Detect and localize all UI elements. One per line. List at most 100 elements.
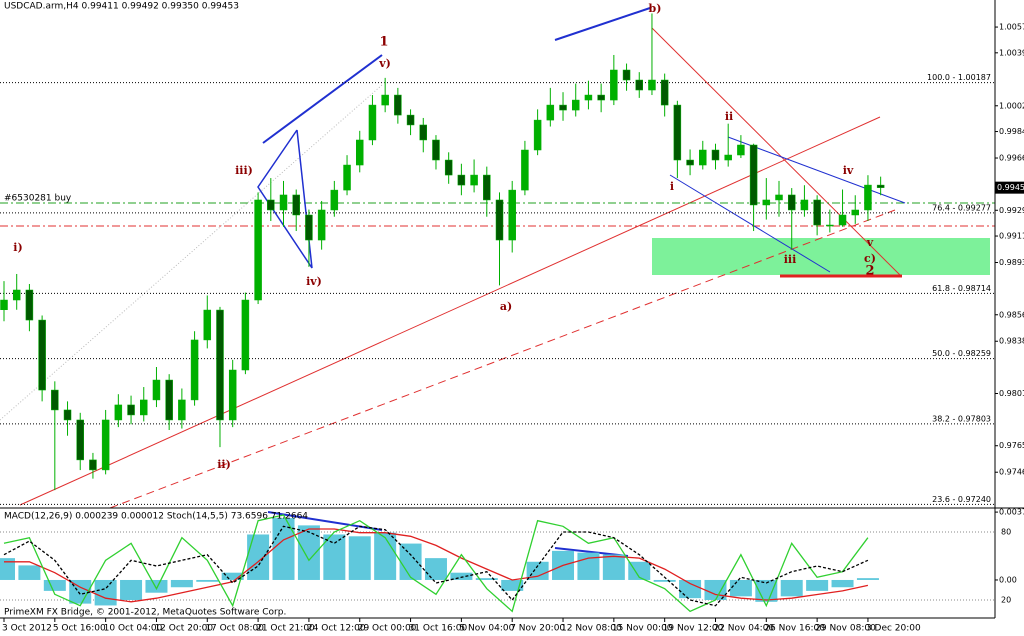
candle-body (546, 104, 555, 121)
y-tick-label: 80 (1001, 528, 1011, 537)
candle-body (127, 404, 135, 416)
x-tick-label: 29 Nov 08:00 (815, 624, 876, 634)
candle-body (597, 94, 605, 101)
candle-body (838, 214, 847, 226)
fib-label: 76.4 - 0.99277 (932, 203, 991, 212)
candle-body (241, 299, 250, 371)
histogram-bar (170, 579, 193, 588)
candle-body (851, 209, 859, 216)
candle-body (571, 99, 580, 111)
candle-body (12, 289, 21, 301)
candle-body (101, 419, 110, 471)
y-tick-label: 1.00395 (999, 48, 1024, 57)
candle-body (228, 369, 237, 421)
channel-line (727, 136, 906, 204)
x-tick-label: 10 Oct 04:00 (104, 624, 163, 634)
wave-label: iii (784, 253, 797, 266)
x-tick-label: 21 Oct 21:00 (256, 624, 315, 634)
y-tick-label: 0.98565 (999, 310, 1024, 319)
x-tick-label: 17 Oct 08:00 (205, 624, 264, 634)
candle-body (38, 319, 46, 391)
histogram-bar (323, 534, 346, 580)
candle-body (394, 94, 402, 116)
y-tick-label: 0.97465 (999, 468, 1024, 477)
histogram-bar (526, 561, 549, 580)
wave-label: ii) (217, 458, 231, 471)
candle-body (203, 309, 212, 341)
y2-tick-label: 0.00 (999, 575, 1017, 584)
channel-line (669, 174, 831, 273)
candle-body (254, 199, 262, 301)
x-tick-label: 7 Nov 20:00 (510, 624, 565, 634)
histogram-bar (145, 579, 168, 593)
y-tick-label: 0.98380 (999, 337, 1024, 346)
histogram-bar (679, 579, 702, 599)
histogram-bar (196, 579, 219, 582)
candle-body (673, 104, 682, 161)
x-tick-label: 3 Dec 20:00 (866, 624, 921, 634)
trend-line (0, 84, 383, 421)
x-tick-label: 22 Nov 04:00 (713, 624, 774, 634)
wave-label: a) (500, 300, 512, 313)
histogram-bar (272, 518, 295, 580)
y-tick-label: 0.99660 (999, 154, 1024, 163)
indicator-title: MACD(12,26,9) 0.000239 0.000012 Stoch(14… (4, 512, 308, 522)
candle-body (330, 189, 339, 211)
candle-body (610, 69, 618, 101)
candle-body (419, 124, 428, 141)
histogram-bar (577, 552, 600, 580)
indicator-line (3, 514, 869, 613)
candle-body (279, 194, 288, 211)
y-tick-label: 0.98015 (999, 389, 1024, 398)
histogram-bar (450, 572, 473, 580)
candle-body (51, 389, 59, 411)
candle-body (140, 399, 148, 416)
histogram-bar (69, 579, 92, 604)
price-box (995, 181, 1024, 194)
layer: 100.0 - 1.00187 76.4 - 0.99277 61.8 - 0.98… (0, 13, 995, 613)
candle-body (470, 174, 478, 186)
x-tick-label: 31 Oct 16:00 (409, 624, 468, 634)
x-tick-label: 26 Nov 16:00 (764, 624, 825, 634)
candle-body (876, 184, 885, 188)
wave-label: iv (843, 164, 854, 177)
order-label: #6530281 buy (4, 194, 72, 204)
wave-label: 1 (379, 35, 388, 50)
candle-body (724, 154, 732, 161)
candle-body (76, 419, 84, 461)
wave-label: iii) (235, 164, 253, 177)
wave-label: ii (725, 110, 733, 123)
target-zone (652, 238, 990, 275)
histogram-bar (0, 558, 15, 580)
wave-label: i) (13, 241, 22, 254)
candle-body (635, 79, 644, 91)
histogram-bar (374, 532, 397, 580)
candle-body (355, 139, 364, 166)
candle-body (267, 199, 275, 211)
histogram-bar (501, 579, 524, 591)
candle-body (63, 409, 72, 421)
candle-body (216, 309, 224, 421)
candle-body (292, 194, 300, 216)
fib-label: 100.0 - 1.00187 (927, 73, 991, 82)
histogram-bar (653, 579, 676, 582)
triangle (257, 129, 313, 269)
indicator-line (4, 528, 869, 603)
candle-body (89, 459, 97, 471)
y-tick-label: 0.98930 (999, 258, 1024, 267)
histogram-bar (297, 525, 320, 580)
candle-body (190, 339, 199, 401)
candle-body (800, 199, 809, 211)
wave-label: b) (649, 2, 662, 15)
histogram-bar (856, 578, 879, 580)
histogram-bar (755, 579, 778, 602)
candle-body (737, 144, 745, 156)
y-tick-label: 0.97650 (999, 441, 1024, 450)
candle-body (813, 199, 821, 226)
candle-body (775, 194, 783, 201)
footer: PrimeXM FX Bridge, © 2001-2012, MetaQuot… (4, 608, 286, 618)
histogram-bar (475, 578, 498, 580)
fib-label: 61.8 - 0.98714 (932, 284, 991, 293)
